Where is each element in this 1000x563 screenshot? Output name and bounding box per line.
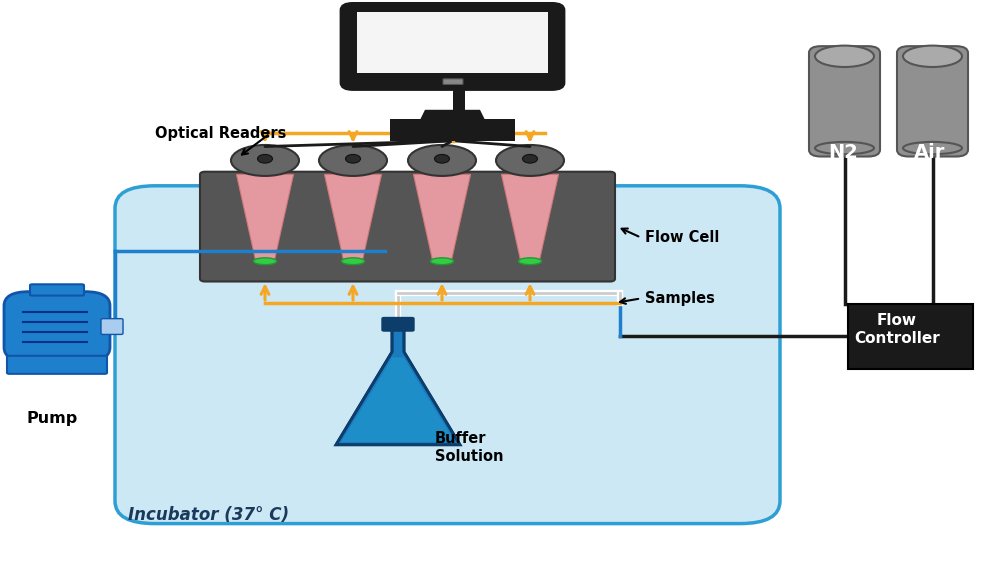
Text: Incubator (37° C): Incubator (37° C) (128, 506, 289, 524)
Ellipse shape (430, 258, 454, 265)
FancyBboxPatch shape (4, 292, 110, 361)
FancyBboxPatch shape (30, 284, 84, 296)
Ellipse shape (815, 46, 874, 67)
FancyBboxPatch shape (200, 172, 615, 282)
FancyBboxPatch shape (809, 46, 880, 157)
Text: N2: N2 (828, 142, 858, 162)
Polygon shape (420, 110, 485, 120)
Polygon shape (324, 175, 382, 260)
FancyBboxPatch shape (7, 356, 107, 374)
FancyBboxPatch shape (115, 186, 780, 524)
Text: Air: Air (914, 142, 946, 162)
Ellipse shape (903, 46, 962, 67)
FancyBboxPatch shape (341, 3, 564, 90)
FancyBboxPatch shape (443, 79, 463, 84)
Polygon shape (501, 175, 559, 260)
Ellipse shape (523, 154, 537, 163)
Ellipse shape (258, 154, 272, 163)
FancyBboxPatch shape (101, 319, 123, 334)
Text: Samples: Samples (645, 291, 715, 306)
Ellipse shape (341, 258, 365, 265)
FancyBboxPatch shape (382, 318, 414, 331)
Ellipse shape (815, 142, 874, 154)
Polygon shape (413, 175, 471, 260)
Ellipse shape (231, 145, 299, 176)
FancyBboxPatch shape (897, 46, 968, 157)
Text: Flow Cell: Flow Cell (645, 230, 719, 245)
Ellipse shape (496, 145, 564, 176)
Polygon shape (236, 175, 294, 260)
Ellipse shape (518, 258, 542, 265)
Text: Buffer
Solution: Buffer Solution (435, 431, 504, 464)
FancyBboxPatch shape (848, 304, 973, 369)
Ellipse shape (319, 145, 387, 176)
Ellipse shape (903, 142, 962, 154)
Polygon shape (341, 358, 455, 442)
Text: Pump: Pump (26, 411, 78, 426)
FancyBboxPatch shape (452, 87, 464, 110)
Text: Flow
Controller: Flow Controller (854, 313, 940, 346)
Ellipse shape (435, 154, 449, 163)
Text: Optical Readers: Optical Readers (155, 126, 286, 141)
Polygon shape (336, 321, 460, 445)
FancyBboxPatch shape (390, 119, 515, 141)
Ellipse shape (253, 258, 277, 265)
Ellipse shape (346, 154, 360, 163)
FancyBboxPatch shape (357, 12, 548, 73)
Ellipse shape (408, 145, 476, 176)
